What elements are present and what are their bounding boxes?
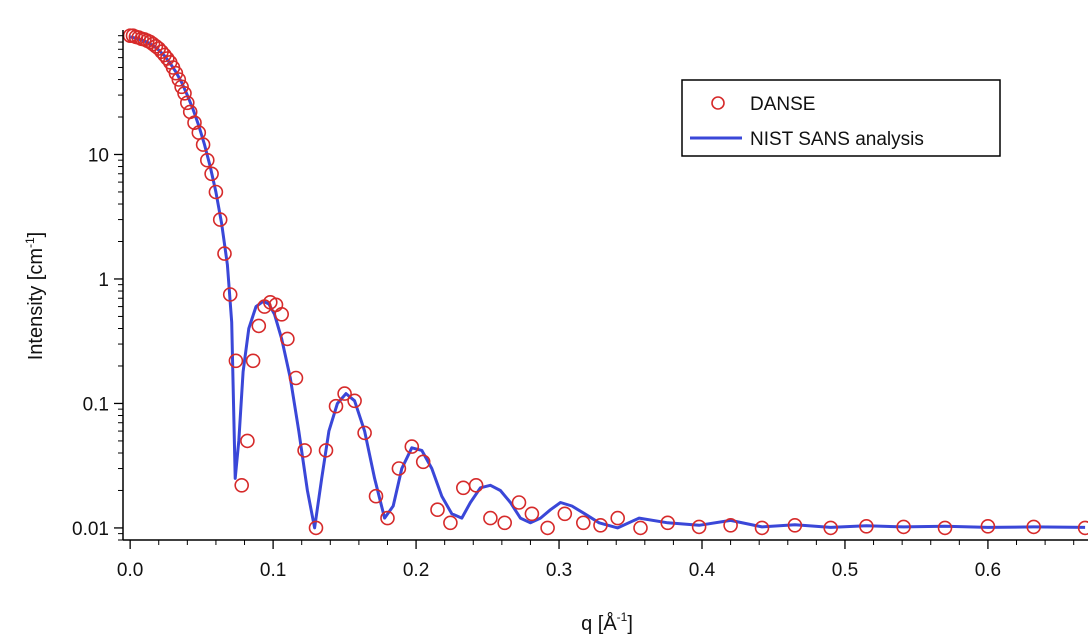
data-point-danse: [228, 353, 244, 369]
data-point-danse: [288, 370, 304, 386]
data-point-danse: [443, 515, 458, 531]
data-point-danse: [245, 353, 261, 369]
data-point-danse: [557, 506, 573, 522]
data-point-danse: [234, 477, 249, 493]
legend: DANSE NIST SANS analysis: [681, 79, 1001, 157]
y-axis-title-sup: -1: [23, 237, 37, 248]
data-point-danse: [180, 95, 195, 111]
data-point-danse: [251, 318, 267, 334]
data-point-danse: [208, 184, 224, 200]
data-point-danse: [391, 461, 407, 476]
data-point-danse: [660, 515, 676, 531]
data-point-danse: [575, 515, 591, 531]
data-point-danse: [347, 393, 362, 409]
data-point-danse: [859, 518, 874, 534]
data-point-danse: [318, 443, 334, 458]
data-point-danse: [280, 331, 295, 347]
data-point-danse: [187, 115, 202, 130]
data-point-danse: [415, 454, 431, 470]
data-point-danse: [200, 152, 215, 168]
legend-box: [681, 79, 1001, 157]
data-point-danse: [754, 520, 770, 536]
y-axis-title: Intensity [cm-1]: [23, 232, 47, 361]
data-point-danse: [468, 477, 484, 493]
data-point-danse: [455, 480, 471, 496]
x-axis-title-sup: -1: [617, 610, 628, 624]
x-axis-title: q [Å-1]: [581, 610, 633, 635]
data-point-danse: [217, 246, 232, 261]
x-tick-label-5: 0.5: [832, 560, 858, 581]
data-point-danse: [337, 386, 352, 401]
x-tick-label-4: 0.4: [689, 560, 716, 581]
data-point-danse: [368, 488, 384, 504]
data-point-danse: [787, 517, 803, 533]
x-tick-label-0: 0.0: [117, 560, 143, 581]
axes: 0.0 0.1 0.2 0.3 0.4 0.5 0.6 0.01 0.1 1 10: [72, 30, 1088, 581]
data-point-danse: [937, 520, 953, 536]
data-point-danse: [593, 517, 608, 533]
data-point-danse: [380, 510, 395, 526]
data-point-danse: [222, 287, 238, 302]
legend-nist-label: NIST SANS analysis: [750, 129, 924, 150]
y-tick-label-3: 10: [88, 145, 109, 166]
data-point-danse: [328, 398, 344, 414]
legend-danse-label: DANSE: [750, 94, 815, 115]
data-point-danse: [896, 519, 911, 535]
data-point-danse: [511, 495, 527, 510]
data-point-danse: [357, 425, 372, 441]
data-point-danse: [404, 439, 420, 454]
y-tick-label-2: 1: [98, 270, 109, 291]
data-point-danse: [308, 520, 324, 536]
data-point-danse: [610, 510, 626, 526]
legend-danse-marker: [711, 96, 725, 110]
x-tick-label-1: 0.1: [260, 560, 286, 581]
data-point-danse: [497, 515, 513, 531]
x-tick-label-3: 0.3: [546, 560, 572, 581]
data-point-danse: [274, 306, 290, 322]
y-tick-label-0: 0.01: [72, 519, 109, 540]
data-point-danse: [212, 212, 228, 227]
data-point-danse: [204, 166, 219, 182]
data-point-danse: [723, 517, 738, 533]
data-point-danse: [1077, 520, 1088, 536]
x-axis-title-main: q [: [581, 613, 604, 635]
data-point-danse: [430, 502, 445, 518]
y-axis-title-main: Intensity [cm: [25, 248, 47, 360]
x-tick-label-2: 0.2: [403, 560, 429, 581]
y-axis-title-close: ]: [25, 232, 47, 238]
data-point-danse: [691, 519, 707, 535]
data-point-danse: [823, 520, 839, 536]
data-point-danse: [483, 510, 498, 526]
data-point-danse: [524, 506, 540, 522]
data-point-danse: [980, 518, 996, 534]
data-point-danse: [171, 72, 187, 87]
data-point-danse: [633, 520, 648, 536]
data-point-danse: [240, 433, 255, 449]
data-point-danse: [297, 443, 312, 458]
data-point-danse: [540, 520, 555, 536]
x-tick-label-6: 0.6: [975, 560, 1001, 581]
plot-area: [122, 28, 1088, 536]
data-point-danse: [195, 137, 211, 152]
x-axis-title-close: ]: [627, 613, 633, 635]
data-point-danse: [177, 86, 192, 101]
y-tick-label-1: 0.1: [83, 394, 109, 415]
series-line-nist: [129, 35, 1086, 530]
data-point-danse: [1026, 519, 1041, 535]
x-axis-title-unit: Å: [603, 612, 617, 635]
data-point-danse: [174, 79, 189, 95]
